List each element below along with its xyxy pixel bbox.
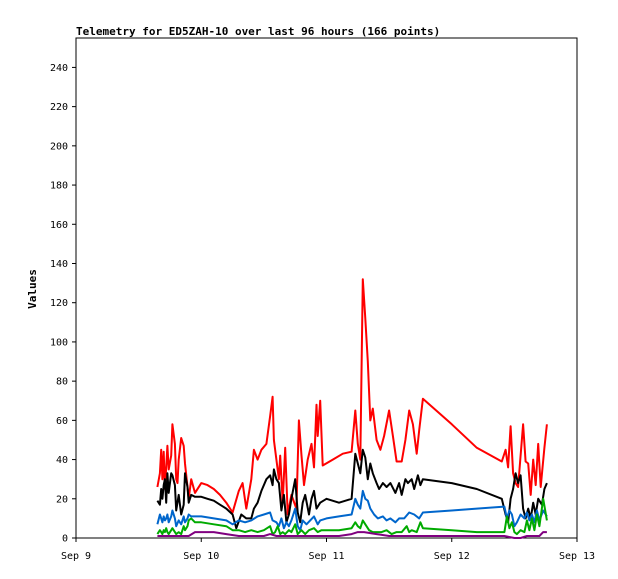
y-tick-label: 100: [50, 337, 68, 348]
chart-title: Telemetry for ED5ZAH-10 over last 96 hou…: [76, 25, 440, 38]
y-tick-label: 240: [50, 63, 68, 74]
y-tick-label: 180: [50, 181, 68, 192]
y-tick-label: 40: [56, 455, 68, 466]
y-tick-label: 0: [62, 534, 68, 545]
x-tick-label: Sep 11: [308, 551, 344, 562]
x-tick-label: Sep 10: [183, 551, 219, 562]
x-axis: Sep 9 Sep 10 Sep 11 Sep 12 Sep 13: [61, 538, 595, 562]
plot-area: [75, 37, 578, 539]
x-tick-label: Sep 12: [434, 551, 470, 562]
y-axis-label: Values: [26, 269, 39, 309]
y-tick-label: 60: [56, 416, 68, 427]
y-tick-label: 220: [50, 102, 68, 113]
series-line-3: [156, 489, 548, 532]
series-line-1: [156, 278, 548, 516]
y-axis: 0 20 40 60 80 100 120 140 160 180 200 220 240: [50, 63, 76, 545]
y-tick-label: 200: [50, 141, 68, 152]
series-line-2: [156, 448, 548, 530]
y-tick-label: 20: [56, 494, 68, 505]
series-line-5: [157, 531, 547, 539]
series-line-4: [156, 497, 548, 536]
x-tick-label: Sep 13: [559, 551, 595, 562]
y-tick-label: 120: [50, 298, 68, 309]
y-tick-label: 80: [56, 377, 68, 388]
series-lines: [156, 278, 548, 539]
x-tick-label: Sep 9: [61, 551, 91, 562]
y-tick-label: 160: [50, 220, 68, 231]
y-tick-label: 140: [50, 259, 68, 270]
